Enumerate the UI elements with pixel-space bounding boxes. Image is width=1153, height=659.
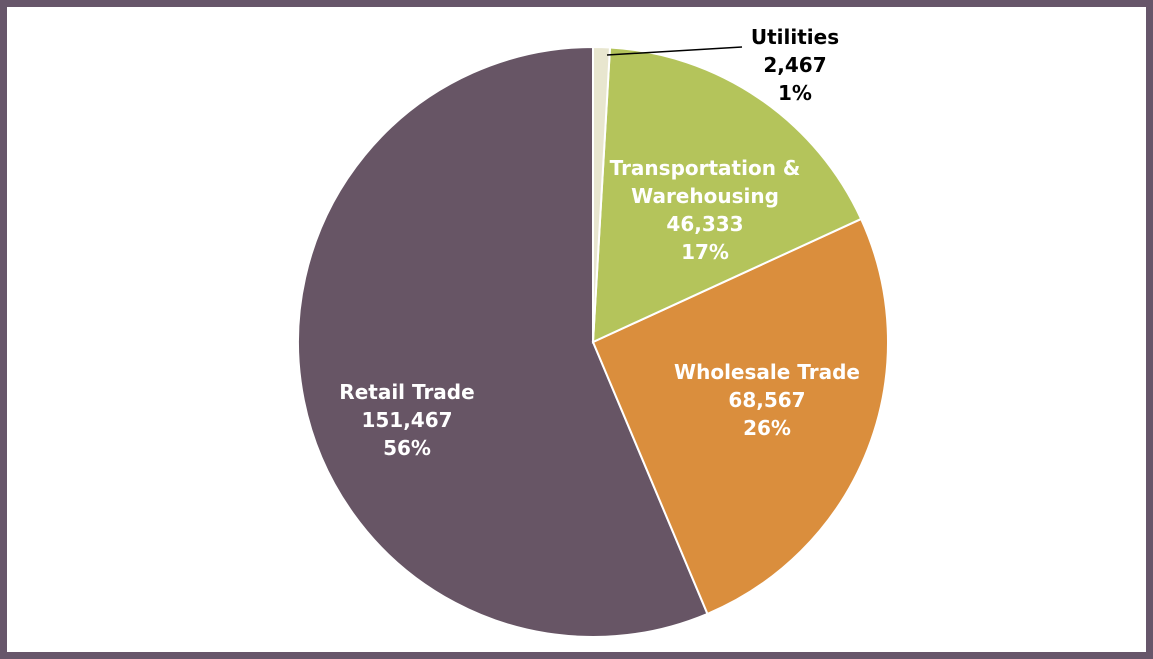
percent-label: 56% (383, 436, 431, 460)
category: Wholesale Trade (674, 360, 860, 384)
data-label: Retail Trade 151,467 56% (317, 378, 497, 462)
percent-label: 26% (743, 416, 791, 440)
category: Utilities (750, 25, 840, 49)
data-label: Utilities 2,467 1% (730, 23, 860, 107)
data-label: Transportation & Warehousing 46,333 17% (600, 154, 810, 266)
pie-slice (297, 45, 709, 638)
pie-slice (592, 45, 612, 343)
category: Transportation & Warehousing (609, 156, 801, 208)
value-label: 68,567 (728, 388, 806, 412)
pie-slice (591, 46, 863, 344)
percent-label: 1% (778, 81, 812, 105)
data-label: Wholesale Trade 68,567 26% (667, 358, 867, 442)
pie-canvas (297, 45, 889, 638)
value-label: 46,333 (666, 212, 744, 236)
value-label: 151,467 (361, 408, 453, 432)
value-label: 2,467 (763, 53, 827, 77)
percent-label: 17% (681, 240, 729, 264)
pie-slice (591, 217, 889, 616)
leader-line (606, 46, 743, 56)
category: Retail Trade (339, 380, 475, 404)
